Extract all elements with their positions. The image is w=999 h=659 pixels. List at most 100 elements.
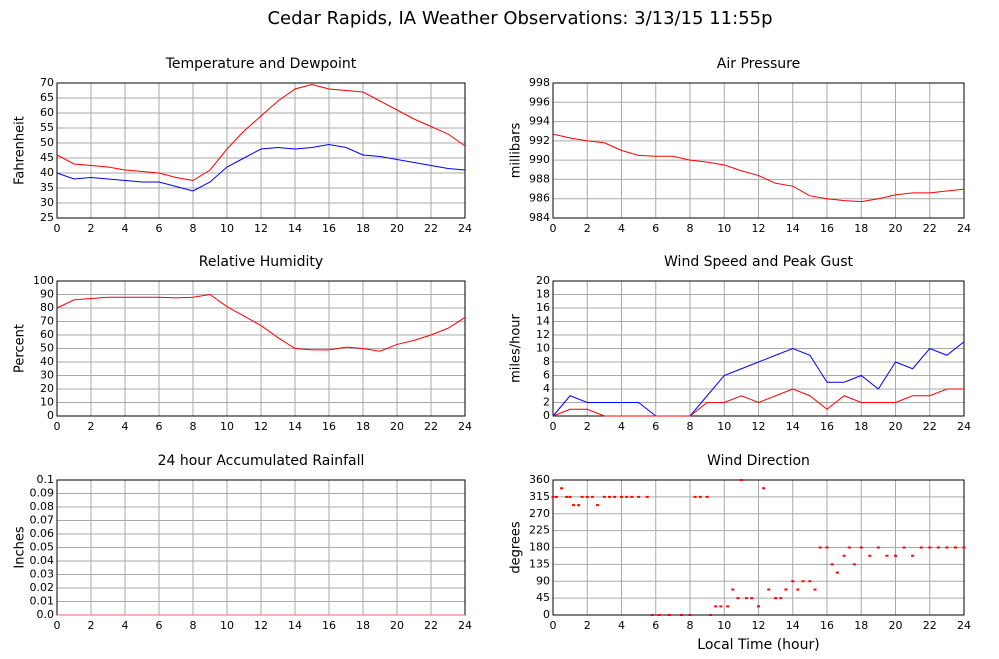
x-tick-label: 24 [957, 619, 971, 632]
x-tick-label: 18 [854, 420, 868, 433]
data-point [894, 554, 897, 557]
data-point [868, 554, 872, 557]
x-tick-label: 24 [957, 222, 971, 235]
y-tick-label: 984 [529, 211, 550, 224]
data-point [762, 487, 766, 490]
x-tick-label: 22 [424, 222, 438, 235]
x-tick-label: 2 [584, 222, 591, 235]
data-point [945, 546, 949, 549]
data-point [613, 495, 617, 498]
x-tick-label: 4 [122, 420, 129, 433]
data-point [818, 546, 822, 549]
page-title: Cedar Rapids, IA Weather Observations: 3… [267, 8, 772, 29]
y-tick-label: 0.1 [37, 473, 55, 486]
x-tick-label: 12 [752, 420, 766, 433]
x-tick-label: 0 [550, 222, 557, 235]
y-tick-label: 0 [543, 409, 550, 422]
data-point [928, 546, 932, 549]
data-point [565, 495, 569, 498]
y-tick-label: 990 [529, 153, 550, 166]
y-tick-label: 55 [40, 121, 54, 134]
data-point [757, 605, 760, 608]
x-tick-label: 6 [156, 420, 163, 433]
data-point [608, 495, 612, 498]
y-tick-label: 988 [529, 172, 550, 185]
y-tick-label: 25 [40, 211, 54, 224]
data-point [911, 554, 915, 557]
data-line [552, 133, 965, 203]
x-tick-label: 14 [786, 420, 800, 433]
data-point [876, 546, 880, 549]
y-tick-label: 315 [529, 490, 550, 503]
y-tick-label: 60 [40, 328, 54, 341]
data-point [953, 546, 957, 549]
x-tick-label: 0 [54, 222, 61, 235]
x-tick-label: 0 [54, 619, 61, 632]
x-tick-label: 6 [652, 222, 659, 235]
data-point [731, 588, 735, 591]
x-tick-label: 24 [458, 619, 472, 632]
data-point [630, 495, 634, 498]
x-tick-label: 16 [322, 420, 336, 433]
y-tick-label: 270 [529, 507, 550, 520]
x-tick-label: 8 [687, 420, 694, 433]
chart-title: Wind Direction [707, 453, 810, 469]
data-point [745, 597, 749, 600]
x-tick-label: 4 [618, 420, 625, 433]
data-point [679, 614, 683, 616]
data-point [620, 495, 623, 498]
y-tick-label: 20 [536, 274, 550, 287]
x-axis-label: Local Time (hour) [697, 637, 819, 653]
y-axis-label: miles/hour [509, 313, 524, 382]
data-point [835, 571, 839, 574]
y-tick-label: 0.08 [30, 500, 55, 513]
plot-frame [56, 82, 466, 219]
y-tick-label: 6 [543, 369, 550, 382]
chart-title: Relative Humidity [199, 254, 323, 270]
x-tick-label: 18 [356, 619, 370, 632]
y-tick-label: 80 [40, 301, 54, 314]
data-point [554, 495, 558, 498]
data-point [705, 495, 709, 498]
data-point [830, 563, 834, 566]
chart-title: Temperature and Dewpoint [165, 56, 357, 72]
x-tick-label: 10 [717, 619, 731, 632]
x-tick-label: 22 [424, 420, 438, 433]
y-axis-label: Percent [13, 324, 28, 373]
y-tick-label: 0.03 [30, 568, 55, 581]
y-tick-label: 12 [536, 328, 550, 341]
x-tick-label: 12 [254, 619, 268, 632]
data-point [808, 580, 812, 583]
data-point [936, 546, 940, 549]
x-tick-label: 16 [322, 222, 336, 235]
y-tick-label: 50 [40, 136, 54, 149]
x-tick-label: 22 [923, 619, 937, 632]
y-axis-label: degrees [509, 521, 524, 574]
data-point [719, 605, 723, 608]
x-tick-label: 10 [717, 420, 731, 433]
y-tick-label: 0 [543, 608, 550, 621]
data-point [698, 495, 702, 498]
chart-title: 24 hour Accumulated Rainfall [158, 453, 365, 469]
x-tick-label: 6 [652, 619, 659, 632]
x-tick-label: 18 [854, 222, 868, 235]
x-tick-label: 24 [458, 222, 472, 235]
x-tick-label: 12 [752, 619, 766, 632]
data-point [667, 614, 671, 616]
y-tick-label: 45 [536, 591, 550, 604]
x-tick-label: 0 [550, 420, 557, 433]
y-tick-label: 0.05 [30, 541, 55, 554]
y-tick-label: 135 [529, 557, 550, 570]
x-tick-label: 8 [190, 420, 197, 433]
x-tick-label: 2 [88, 420, 95, 433]
x-tick-label: 20 [889, 619, 903, 632]
x-tick-label: 20 [390, 222, 404, 235]
x-tick-label: 6 [156, 619, 163, 632]
x-tick-label: 2 [88, 222, 95, 235]
x-tick-label: 18 [356, 222, 370, 235]
data-point [688, 614, 692, 616]
data-point [736, 597, 740, 600]
data-point [739, 479, 743, 481]
data-point [791, 580, 795, 583]
y-axis-label: Fahrenheit [13, 116, 28, 185]
